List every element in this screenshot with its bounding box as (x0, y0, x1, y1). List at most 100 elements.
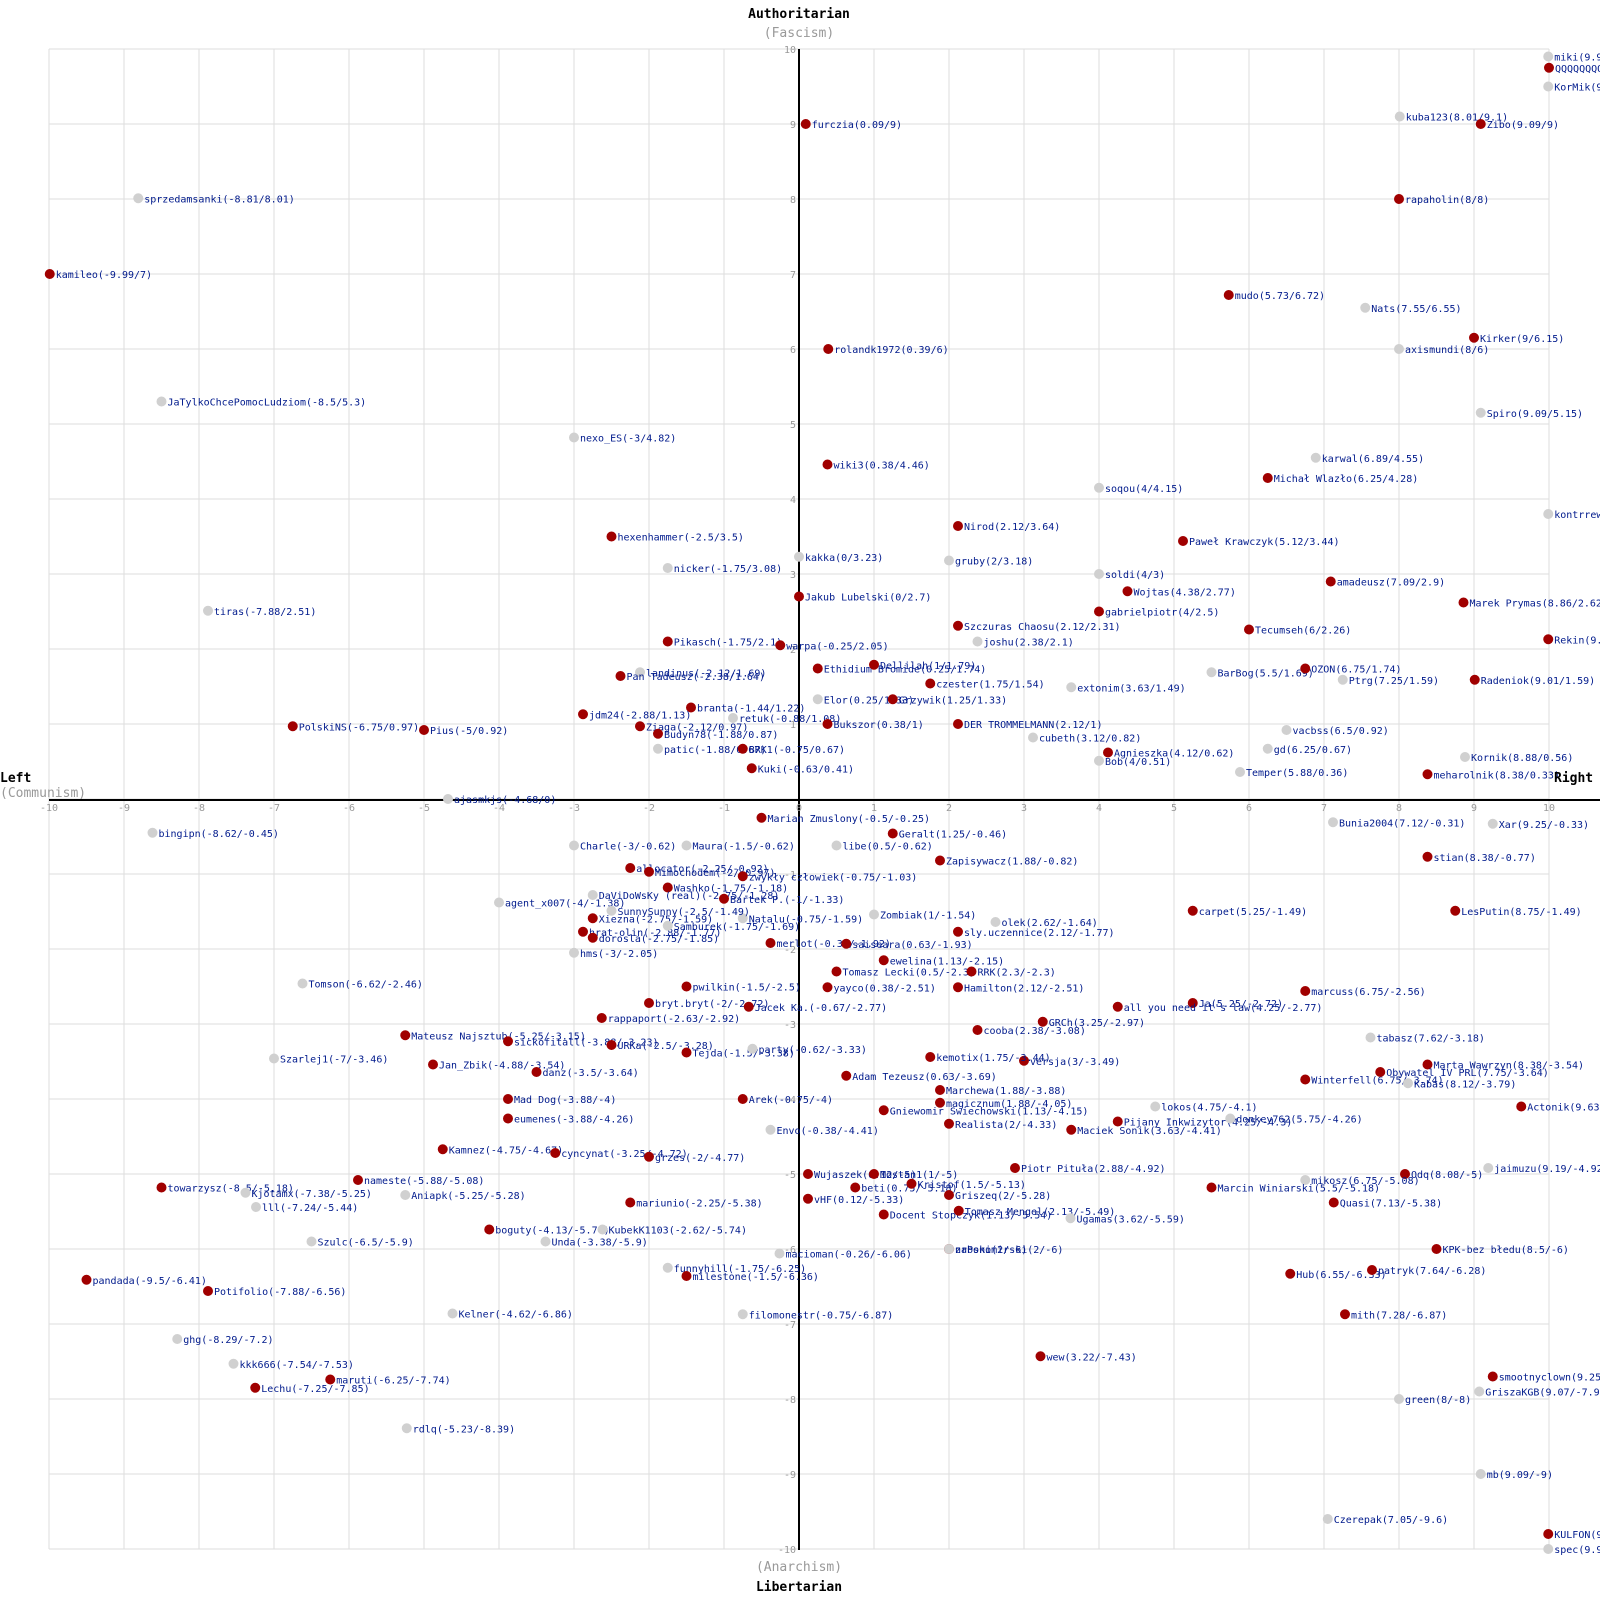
point-marker (686, 702, 696, 713)
point-marker (1422, 851, 1433, 862)
point-label: Hub(6.55/-6.33) (1296, 1270, 1386, 1281)
point-marker (550, 1148, 561, 1158)
data-point: Wojtas(4.38/2.77) (1122, 586, 1236, 598)
data-point: olek(2.62/-1.64) (990, 917, 1098, 929)
point-label: nicker(-1.75/3.08) (674, 564, 782, 575)
point-label: danz(-3.5/-3.64) (543, 1068, 639, 1079)
point-label: maruti(-6.25/-7.74) (336, 1376, 450, 1387)
point-marker (503, 1113, 513, 1124)
point-label: rdlq(-5.23/-8.39) (413, 1424, 515, 1435)
point-marker (1150, 1101, 1161, 1112)
y-tick-label: 4 (790, 495, 796, 506)
point-marker (287, 721, 298, 732)
point-marker (428, 1059, 438, 1070)
data-point: soldi(4/3) (1094, 569, 1165, 581)
point-label: Szczuras Chaosu(2.12/2.31) (964, 622, 1121, 633)
data-point: Kirker(9/6.15) (1469, 332, 1564, 345)
point-marker (625, 863, 636, 873)
point-marker (203, 605, 213, 616)
data-point: party(-0.62/-3.33) (747, 1043, 867, 1056)
data-point: Docent Stopczyk(1.13/-5.54) (878, 1209, 1052, 1222)
point-label: zwykły człowiek(-0.75/-1.03) (749, 872, 918, 883)
x-tick-label: 3 (1021, 803, 1027, 814)
data-point: KPK-bez błedu(8.5/-6) (1431, 1244, 1569, 1256)
point-label: mikosz(6.75/-5.08) (1311, 1176, 1419, 1187)
point-marker (822, 459, 833, 470)
data-point: Pijany Inkwizytor(4.25/-4.3) (1112, 1116, 1292, 1129)
point-label: Tejda(-1.5/-3.38) (693, 1049, 795, 1060)
point-marker (1469, 674, 1480, 685)
point-label: beti(0.75/-5.18) (861, 1184, 957, 1195)
data-point: axismundi(8/6) (1394, 344, 1489, 356)
data-point: Ptrg(7.25/1.59) (1337, 674, 1439, 687)
point-marker (1469, 332, 1479, 343)
point-marker (578, 926, 588, 937)
y-tick-label: -1 (784, 870, 796, 881)
point-label: Winterfell(6.75/-3.74) (1311, 1076, 1443, 1087)
data-point: BRK1(-0.75/0.67) (737, 743, 845, 756)
point-marker (812, 663, 823, 674)
data-point: Mateusz Najsztub(-5.25/-3.15) (400, 1030, 586, 1042)
data-point: Marchewa(1.88/-3.88) (935, 1085, 1066, 1097)
left-axis-title: Left (0, 771, 31, 786)
point-marker (746, 763, 757, 774)
x-tick-label: 4 (1096, 803, 1102, 814)
point-label: Elor(0.25/1.33) (824, 695, 914, 706)
point-marker (953, 1205, 964, 1216)
data-point: Kuki(-0.63/0.41) (746, 763, 854, 775)
point-marker (1475, 119, 1486, 129)
y-tick-label: -5 (784, 1170, 796, 1181)
point-marker (869, 659, 879, 670)
data-point: cubeth(3.12/0.82) (1028, 732, 1141, 745)
data-point: danz(-3.5/-3.64) (531, 1067, 639, 1079)
data-point: bryt.bryt(-2/-2.72) (644, 998, 769, 1010)
data-point: kkk666(-7.54/-7.53) (228, 1358, 354, 1371)
data-point: Bob(4/0.51) (1094, 755, 1171, 768)
data-point: Tecumseh(6/2.26) (1244, 624, 1351, 637)
data-point: Xiezna(-2.75/-1.59) (587, 913, 713, 925)
point-label: jaimuzu(9.19/-4.92) (1494, 1164, 1600, 1175)
data-point: Paweł Krawczyk(5.12/3.44) (1178, 536, 1340, 548)
data-point: karwal(6.89/4.55) (1310, 452, 1424, 465)
point-label: SunnySunny(-2.5/-1.49) (618, 907, 750, 918)
point-label: sprzedamsanki(-8.81/8.01) (144, 194, 295, 205)
data-point: URKa(-2.5/-3.28) (606, 1040, 714, 1052)
point-marker (878, 1209, 889, 1220)
data-point: rolandk1972(0.39/6) (823, 344, 949, 356)
data-point: BarBog(5.5/1.69) (1206, 667, 1314, 679)
data-point: kamileo(-9.99/7) (44, 269, 152, 281)
data-point: Zapisywacz(1.88/-0.82) (935, 855, 1078, 868)
point-marker (1235, 767, 1245, 777)
x-tick-label: -9 (118, 803, 130, 814)
data-point: vacbss(6.5/0.92) (1281, 725, 1389, 737)
data-point: Agnieszka(4.12/0.62) (1103, 747, 1234, 760)
point-label: Kornik(8.88/0.56) (1471, 753, 1573, 764)
point-label: KorMik(9.99/9.5) (1554, 83, 1600, 94)
point-label: Dellilah(1/1.79) (880, 661, 976, 672)
point-marker (800, 119, 811, 129)
point-marker (737, 1094, 748, 1104)
point-marker (1225, 1113, 1236, 1124)
data-point: Nirod(2.12/3.64) (953, 521, 1060, 533)
data-point: doroslа(-2.75/-1.85) (587, 932, 719, 945)
y-tick-label: -8 (784, 1395, 796, 1406)
point-marker (606, 905, 617, 916)
point-label: Tomson(-6.62/-2.46) (309, 980, 423, 991)
point-marker (1365, 1032, 1376, 1043)
point-marker (569, 947, 579, 958)
point-marker (1328, 1197, 1339, 1208)
point-marker (1460, 752, 1470, 762)
data-point: Budyn78(-1.88/0.87) (653, 728, 778, 741)
point-marker (228, 1358, 239, 1369)
point-marker (172, 1334, 183, 1344)
data-point: spec(9.99/-10) (1543, 1544, 1600, 1556)
point-label: czester(1.75/1.54) (936, 680, 1044, 691)
point-label: patic(-1.88/0.67) (664, 745, 766, 756)
point-label: Mad Dog(-3.88/-4) (514, 1095, 616, 1106)
point-label: Bartek P.(-1/-1.33) (730, 895, 844, 906)
point-label: patryk(7.64/-6.28) (1378, 1266, 1486, 1277)
point-marker (203, 1286, 213, 1296)
data-point: Kamnez(-4.75/-4.67) (437, 1144, 563, 1156)
data-point: Winterfell(6.75/-3.74) (1300, 1074, 1444, 1087)
data-point: Temper(5.88/0.36) (1235, 767, 1348, 779)
